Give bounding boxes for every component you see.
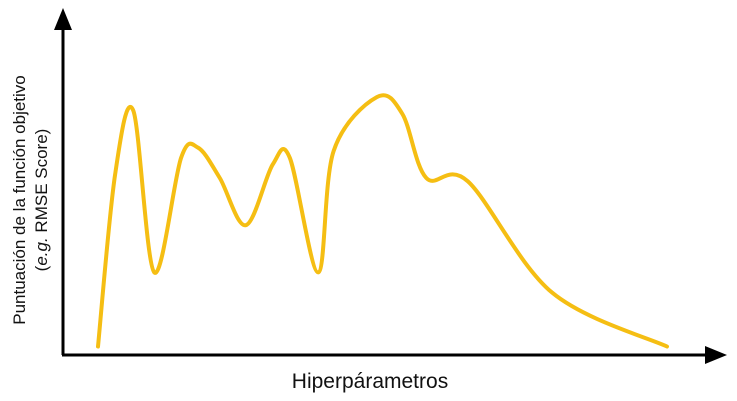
y-axis-label-italic: e.g. — [32, 237, 51, 265]
x-axis-label: Hiperpárametros — [292, 370, 448, 393]
y-axis-label: Puntuación de la función objetivo (e.g. … — [10, 75, 51, 325]
x-axis-arrowhead — [705, 346, 727, 364]
y-axis-label-line-1: Puntuación de la función objetivo — [10, 75, 29, 325]
series-line — [96, 93, 669, 349]
y-axis-label-rest: RMSE Score) — [32, 129, 51, 238]
y-axis-label-line-2: (e.g. RMSE Score) — [32, 129, 51, 272]
y-axis-arrowhead — [54, 8, 72, 30]
y-axis-label-paren: ( — [32, 265, 51, 271]
